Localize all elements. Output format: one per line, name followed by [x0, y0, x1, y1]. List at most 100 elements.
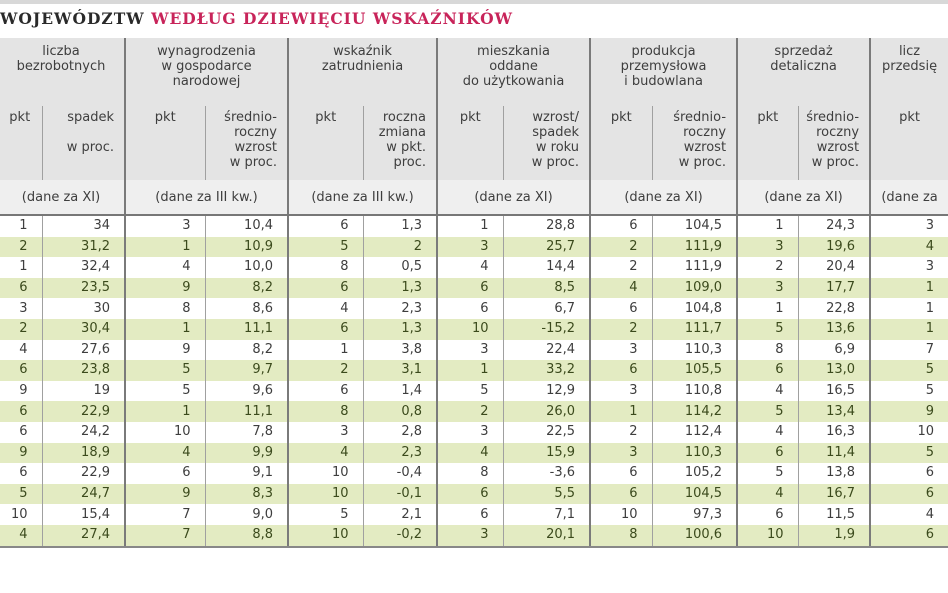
- subheader-pkt: pkt: [287, 106, 363, 180]
- value-cell: -0,4: [362, 463, 438, 484]
- points-cell: 2: [287, 360, 363, 381]
- points-cell: 2: [589, 236, 653, 258]
- points-cell: 3: [287, 421, 363, 443]
- value-cell: 2: [362, 236, 438, 258]
- value-cell: 2,3: [362, 442, 438, 464]
- points-cell: 6: [436, 483, 504, 505]
- points-cell: 6: [436, 504, 504, 525]
- period-label: (dane za XI): [589, 180, 738, 216]
- value-cell: 20,4: [797, 257, 871, 278]
- value-cell: 11,1: [204, 401, 288, 422]
- value-cell: -3,6: [502, 463, 591, 484]
- value-cell: 112,4: [651, 421, 738, 443]
- points-cell: 2: [589, 421, 653, 443]
- points-cell: 1: [436, 215, 504, 237]
- value-cell: 26,0: [502, 401, 591, 422]
- table-row: 1 34 3 10,4 6 1,3 1 28,8 6 104,5 1 24,3 3: [0, 215, 948, 237]
- value-cell: 104,8: [651, 298, 738, 319]
- title-part-1: WOJEWÓDZTW: [0, 9, 145, 28]
- value-cell: 104,5: [651, 483, 738, 505]
- subheader-pkt: pkt: [0, 106, 42, 180]
- points-cell: 8: [124, 298, 205, 319]
- value-cell: 22,4: [502, 339, 591, 361]
- points-cell: 6: [124, 463, 205, 484]
- points-cell: 10: [287, 463, 363, 484]
- value-cell: 105,2: [651, 463, 738, 484]
- value-cell: 111,9: [651, 257, 738, 278]
- points-cell: 1: [736, 298, 799, 319]
- points-cell: 3: [436, 236, 504, 258]
- points-cell: 1: [19, 259, 28, 275]
- value-cell: 110,8: [651, 380, 738, 402]
- value-cell: 6,7: [502, 298, 591, 319]
- points-cell: 3: [736, 236, 799, 258]
- points-cell: 7: [869, 339, 948, 361]
- points-cell: 6: [869, 463, 948, 484]
- value-cell: 105,5: [651, 360, 738, 381]
- points-cell: 4: [124, 257, 205, 278]
- points-cell: 2: [0, 318, 42, 340]
- points-cell: 6: [287, 215, 363, 237]
- points-cell: 3: [436, 421, 504, 443]
- points-cell: 8: [736, 339, 799, 361]
- points-cell: 1: [869, 298, 948, 319]
- subheader-row: pkt spadek w proc. pkt średnio- roczny wzro…: [0, 106, 948, 180]
- period-label: (dane za III kw.): [124, 180, 288, 216]
- table-row: 6 22,9 6 9,1 10 -0,4 8 -3,6 6 105,2 5 13,8 6: [0, 463, 948, 484]
- points-cell: 9: [0, 442, 42, 464]
- value-cell: 9,6: [204, 380, 288, 402]
- value-cell: 3,8: [362, 339, 438, 361]
- value-cell: 114,2: [651, 401, 738, 422]
- value-cell: 18,9: [41, 442, 125, 464]
- value-cell: 30,4: [41, 318, 125, 340]
- period-label: (dane za: [869, 180, 948, 216]
- value-cell: 2,3: [362, 298, 438, 319]
- table-row: 1 32,4 4 10,0 8 0,5 4 14,4 2 111,9 2 20,4 3: [0, 257, 948, 278]
- points-cell: 5: [736, 401, 799, 422]
- value-cell: 17,7: [797, 277, 871, 299]
- value-cell: -0,2: [362, 524, 438, 548]
- value-cell: 16,5: [797, 380, 871, 402]
- points-cell: 8: [589, 524, 653, 548]
- value-cell: 9,7: [204, 360, 288, 381]
- points-cell: 7: [124, 504, 205, 525]
- value-cell: 22,9: [41, 401, 125, 422]
- points-cell: 4: [19, 341, 28, 357]
- value-cell: 24,2: [41, 421, 125, 443]
- points-cell: 6: [869, 483, 948, 505]
- points-cell: 5: [736, 318, 799, 340]
- points-cell: 1: [736, 215, 799, 237]
- points-cell: 5: [287, 504, 363, 525]
- points-cell: 1: [869, 318, 948, 340]
- points-cell: 10: [436, 318, 504, 340]
- points-cell: 6: [436, 277, 504, 299]
- value-cell: 11,1: [204, 318, 288, 340]
- points-cell: 1: [19, 218, 28, 234]
- points-cell: 10: [287, 524, 363, 548]
- value-cell: 22,9: [41, 463, 125, 484]
- value-cell: 0,8: [362, 401, 438, 422]
- points-cell: 9: [124, 277, 205, 299]
- subheader-pkt: pkt: [436, 106, 504, 180]
- points-cell: 8: [436, 463, 504, 484]
- points-cell: 6: [589, 483, 653, 505]
- value-cell: 8,6: [204, 298, 288, 319]
- points-cell: 4: [589, 277, 653, 299]
- value-cell: -15,2: [502, 318, 591, 340]
- points-cell: 4: [287, 442, 363, 464]
- value-cell: 11,4: [797, 442, 871, 464]
- points-cell: 6: [19, 465, 28, 481]
- points-cell: 5: [287, 236, 363, 258]
- indicators-table: liczba bezrobotnych wynagrodzenia w gospo…: [0, 38, 948, 548]
- value-cell: 5,5: [502, 483, 591, 505]
- points-cell: 4: [124, 442, 205, 464]
- points-cell: 4: [869, 236, 948, 258]
- points-cell: 6: [0, 401, 42, 422]
- value-cell: 12,9: [502, 380, 591, 402]
- points-cell: 6: [0, 360, 42, 381]
- points-cell: 2: [589, 257, 653, 278]
- value-cell: 10,9: [204, 236, 288, 258]
- points-cell: 1: [589, 401, 653, 422]
- group-header: wynagrodzenia w gospodarce narodowej: [124, 38, 288, 106]
- points-cell: 1: [124, 236, 205, 258]
